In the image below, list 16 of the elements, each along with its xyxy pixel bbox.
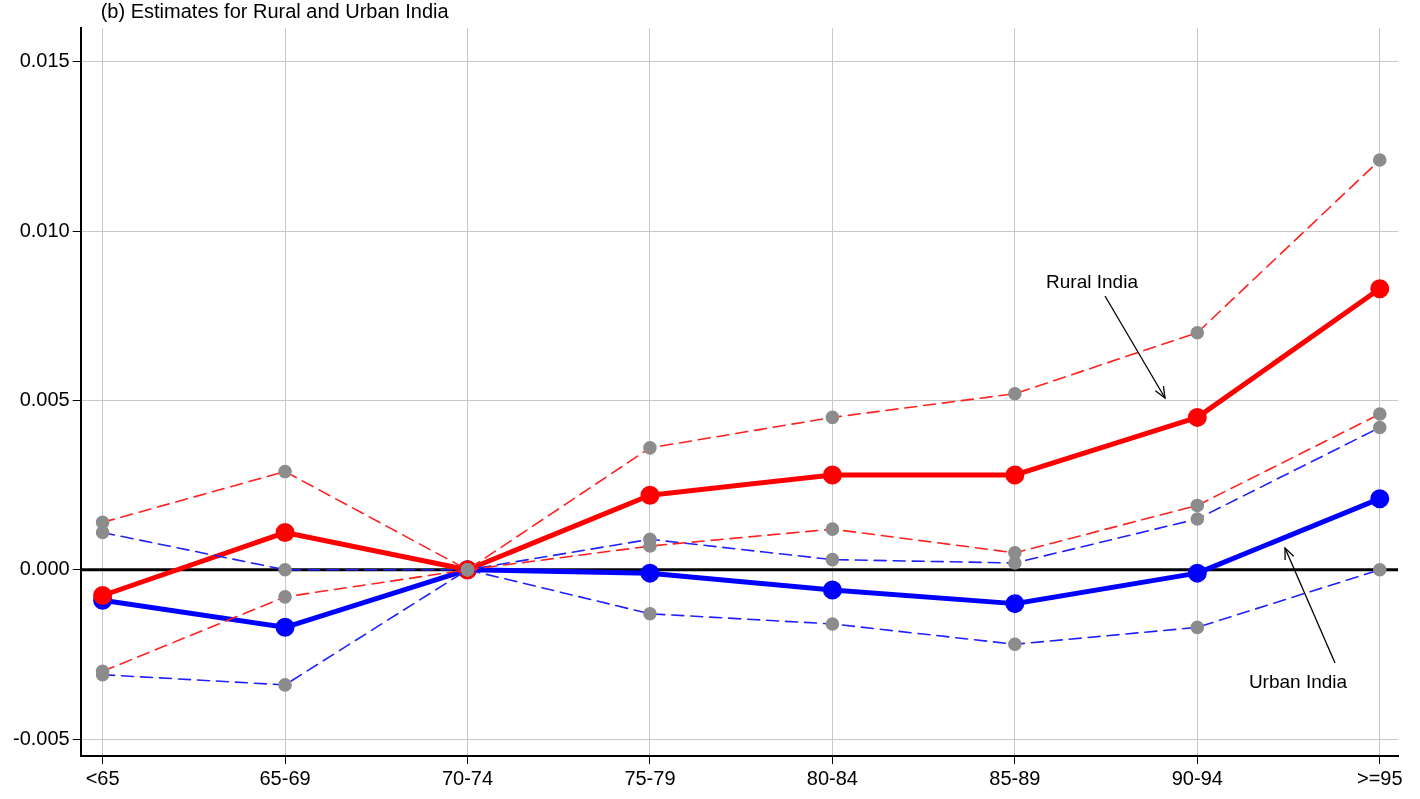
y-tick-label: 0.000 — [19, 557, 70, 580]
x-tick-label: 65-69 — [259, 766, 311, 789]
x-tick-label: <65 — [85, 766, 120, 789]
y-tick-label: 0.010 — [19, 218, 70, 241]
y-tick-label: 0.015 — [19, 49, 70, 72]
y-tick-label: -0.005 — [12, 726, 70, 749]
x-tick-label: 70-74 — [441, 766, 494, 789]
y-tick-label: 0.005 — [19, 387, 70, 410]
x-tick-label: >=95 — [1356, 766, 1403, 789]
x-tick-label: 85-89 — [989, 766, 1041, 789]
chart-title: (b) Estimates for Rural and Urban India — [100, 0, 450, 22]
x-tick-label: 80-84 — [806, 766, 858, 789]
x-tick-label: 75-79 — [624, 766, 676, 789]
annotation: Urban India — [1248, 671, 1348, 693]
annotation: Rural India — [1046, 271, 1139, 293]
x-tick-label: 90-94 — [1171, 766, 1223, 789]
